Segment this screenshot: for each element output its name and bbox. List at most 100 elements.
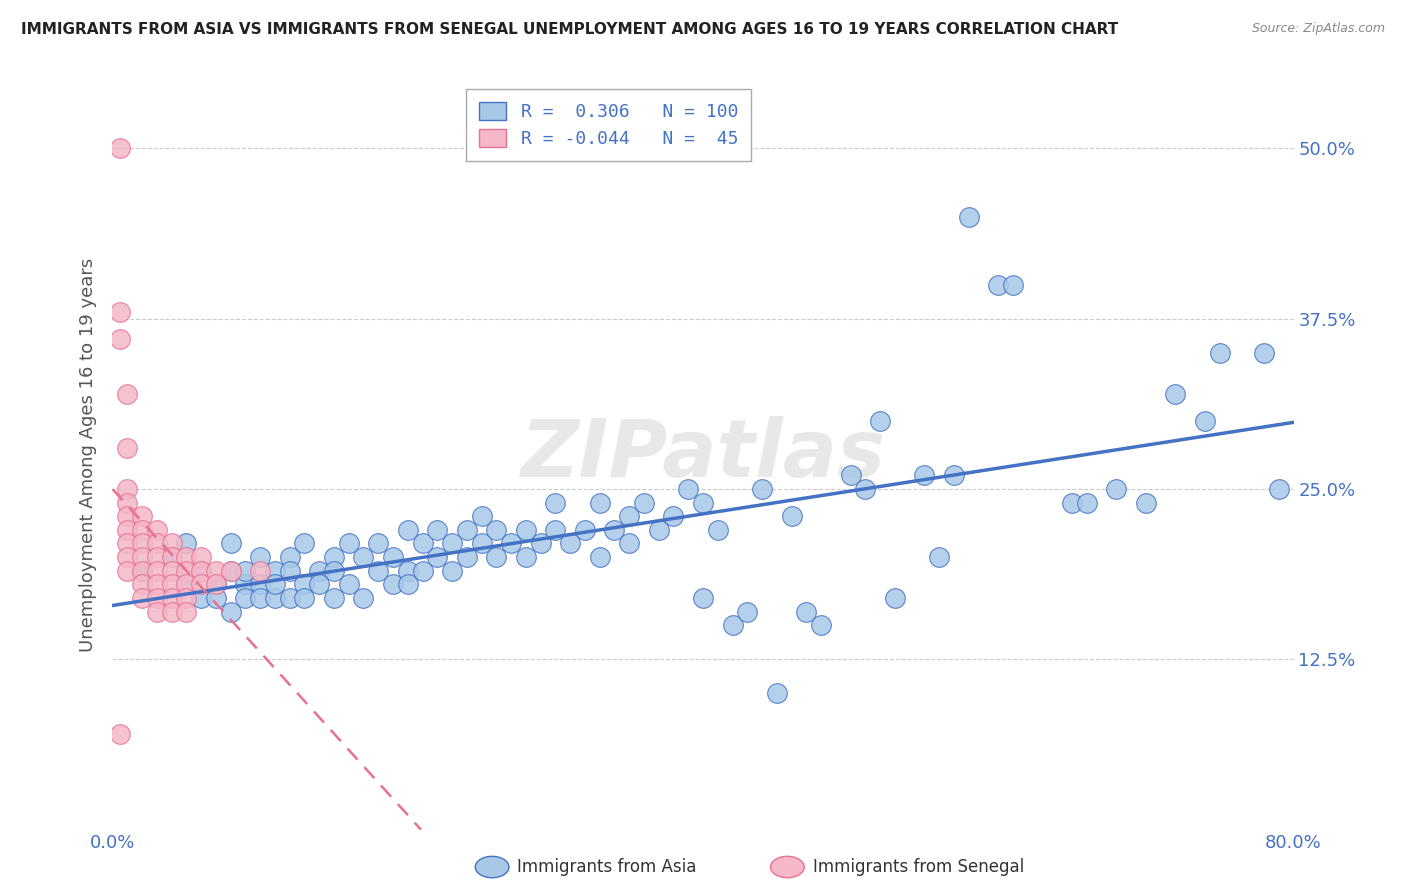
Point — [146, 605, 169, 619]
Point — [544, 523, 567, 537]
Point — [706, 523, 728, 537]
Point — [117, 536, 138, 550]
Point — [174, 577, 197, 591]
Point — [308, 564, 330, 578]
Point — [485, 523, 508, 537]
Point — [160, 605, 183, 619]
Point — [131, 564, 153, 578]
Point — [1268, 482, 1291, 496]
Point — [855, 482, 877, 496]
Point — [1105, 482, 1128, 496]
Point — [219, 605, 242, 619]
Point — [382, 550, 405, 565]
Point — [219, 564, 242, 578]
Point — [441, 536, 464, 550]
Point — [647, 523, 671, 537]
Point — [485, 550, 508, 565]
Text: Source: ZipAtlas.com: Source: ZipAtlas.com — [1251, 22, 1385, 36]
Point — [396, 523, 419, 537]
Point — [146, 577, 169, 591]
Point — [396, 577, 419, 591]
Point — [292, 591, 315, 605]
Point — [456, 550, 478, 565]
Point — [1135, 495, 1157, 509]
Point — [678, 482, 700, 496]
Point — [337, 536, 360, 550]
Point — [160, 550, 183, 565]
Point — [131, 591, 153, 605]
Point — [160, 577, 183, 591]
Point — [190, 577, 212, 591]
Point — [987, 277, 1010, 292]
Point — [174, 550, 197, 565]
Point — [544, 495, 567, 509]
Point — [131, 550, 153, 565]
Point — [160, 536, 183, 550]
Point — [278, 550, 301, 565]
Point — [233, 591, 256, 605]
Point — [146, 591, 169, 605]
Point — [190, 564, 212, 578]
Point — [957, 210, 980, 224]
Point — [160, 550, 183, 565]
Point — [367, 564, 389, 578]
Text: IMMIGRANTS FROM ASIA VS IMMIGRANTS FROM SENEGAL UNEMPLOYMENT AMONG AGES 16 TO 19: IMMIGRANTS FROM ASIA VS IMMIGRANTS FROM … — [21, 22, 1118, 37]
Point — [515, 523, 537, 537]
Point — [515, 550, 537, 565]
Point — [1062, 495, 1084, 509]
Point — [117, 550, 138, 565]
Point — [501, 536, 523, 550]
Point — [205, 591, 228, 605]
Point — [131, 577, 153, 591]
Point — [426, 550, 449, 565]
Point — [588, 495, 610, 509]
Point — [411, 536, 433, 550]
Point — [190, 591, 212, 605]
Point — [146, 523, 169, 537]
Point — [117, 482, 138, 496]
Point — [190, 550, 212, 565]
Point — [219, 564, 242, 578]
Point — [382, 577, 405, 591]
Point — [367, 536, 389, 550]
Point — [470, 536, 494, 550]
Point — [308, 577, 330, 591]
Point — [108, 332, 131, 346]
Point — [249, 550, 271, 565]
Point — [662, 509, 685, 524]
Point — [108, 141, 131, 155]
Point — [721, 618, 744, 632]
Point — [131, 564, 153, 578]
Point — [352, 591, 374, 605]
Point — [1076, 495, 1098, 509]
Point — [205, 564, 228, 578]
Point — [796, 605, 818, 619]
Point — [692, 495, 714, 509]
Point — [588, 550, 610, 565]
Point — [117, 523, 138, 537]
Point — [470, 509, 494, 524]
Point — [1194, 414, 1216, 428]
Point — [619, 509, 641, 524]
Point — [219, 536, 242, 550]
Point — [337, 577, 360, 591]
Point — [108, 305, 131, 319]
Point — [160, 591, 183, 605]
Point — [323, 591, 346, 605]
Point — [441, 564, 464, 578]
Point — [323, 564, 346, 578]
Point — [352, 550, 374, 565]
Point — [174, 591, 197, 605]
Point — [117, 441, 138, 455]
Point — [278, 591, 301, 605]
Text: Immigrants from Senegal: Immigrants from Senegal — [813, 858, 1024, 876]
Legend: R =  0.306   N = 100, R = -0.044   N =  45: R = 0.306 N = 100, R = -0.044 N = 45 — [467, 89, 751, 161]
Point — [1164, 386, 1187, 401]
Point — [264, 591, 287, 605]
Point — [292, 577, 315, 591]
Point — [292, 536, 315, 550]
Point — [633, 495, 655, 509]
Point — [411, 564, 433, 578]
Point — [928, 550, 950, 565]
Point — [205, 577, 228, 591]
